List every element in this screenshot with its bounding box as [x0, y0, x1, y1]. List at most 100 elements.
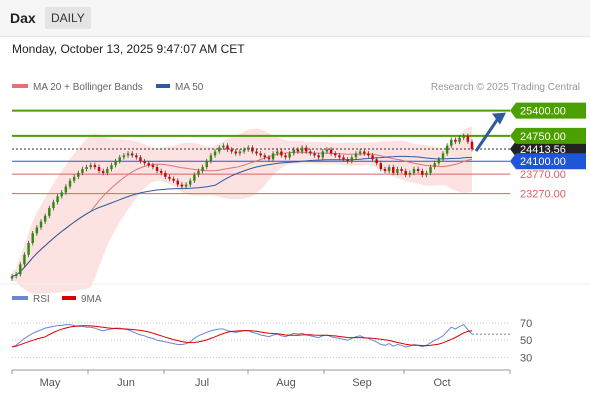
candle	[255, 151, 258, 154]
candle	[188, 180, 192, 185]
candle	[226, 145, 229, 150]
ma50-legend-label: MA 50	[175, 82, 204, 93]
candle	[172, 178, 175, 181]
candle	[164, 172, 167, 177]
candle	[412, 169, 416, 173]
candle	[408, 172, 412, 175]
x-axis-label: Sep	[352, 377, 372, 389]
candle	[205, 161, 209, 168]
candle	[317, 155, 320, 158]
candle	[259, 153, 262, 156]
candle	[441, 153, 445, 160]
candle	[81, 169, 84, 173]
header-bar: Dax DAILY	[0, 0, 590, 37]
candle	[462, 135, 465, 138]
timeframe-button[interactable]: DAILY	[45, 7, 91, 29]
candle	[251, 147, 254, 152]
candle	[284, 155, 287, 158]
candle	[242, 149, 246, 152]
candle	[60, 192, 63, 197]
candle	[10, 276, 14, 279]
candle	[305, 147, 308, 152]
candle	[230, 149, 233, 152]
candle	[288, 153, 291, 158]
candle	[371, 155, 374, 160]
candle	[27, 243, 30, 255]
candle	[470, 141, 474, 150]
rsi9-line	[11, 325, 473, 348]
candle	[329, 149, 333, 154]
candle	[56, 196, 59, 203]
timestamp: Monday, October 13, 2025 9:47:07 AM CET	[12, 42, 245, 56]
candle	[396, 169, 399, 173]
candle	[77, 172, 80, 177]
candle	[217, 147, 221, 152]
x-axis-label: May	[40, 377, 61, 389]
candle	[52, 202, 55, 208]
symbol-label: Dax	[10, 10, 36, 26]
candle	[110, 165, 113, 170]
candle	[321, 151, 325, 158]
rsi-legend-swatch	[12, 296, 28, 300]
candle	[458, 137, 461, 142]
candle	[39, 221, 43, 228]
candle	[238, 151, 242, 154]
candle	[234, 151, 238, 154]
candle	[48, 207, 51, 216]
candle	[143, 161, 146, 164]
candle	[85, 167, 88, 170]
candle	[155, 167, 159, 171]
candle	[184, 184, 188, 187]
candle	[168, 176, 171, 179]
candle	[93, 165, 97, 168]
candle	[392, 167, 395, 173]
candle	[213, 151, 217, 156]
candle	[466, 135, 470, 142]
candle	[433, 163, 436, 168]
candle	[354, 153, 358, 158]
candle	[338, 155, 341, 158]
candle	[106, 169, 109, 173]
ma20-legend-swatch	[12, 84, 28, 88]
candle	[280, 151, 283, 156]
rsi-tick-label: 50	[520, 335, 532, 347]
projection-arrow-shaft	[474, 117, 500, 152]
candle	[43, 215, 47, 222]
candle	[19, 264, 22, 275]
candle	[429, 167, 432, 173]
candle	[130, 153, 134, 156]
level-label-24413-56-box	[510, 141, 586, 158]
level-label-25400-00-box	[510, 102, 586, 119]
candle	[383, 169, 387, 171]
x-axis-label: Jul	[195, 377, 209, 389]
level-label-24100-00-box	[510, 153, 586, 170]
candle	[367, 153, 370, 156]
candle	[358, 151, 362, 154]
candle	[193, 174, 196, 181]
candle	[375, 159, 378, 164]
candle	[387, 167, 391, 171]
projection-arrow-head	[492, 112, 506, 125]
candle	[64, 186, 68, 193]
level-label-24413-56: 24413.56	[520, 144, 566, 156]
level-label-24750-00-box	[510, 127, 586, 144]
level-label-23770-00: 23770.00	[520, 169, 566, 181]
candle	[309, 151, 312, 154]
candle	[454, 139, 457, 142]
candle	[263, 155, 267, 158]
candle	[271, 153, 275, 160]
candle	[292, 149, 296, 154]
candle	[114, 161, 117, 166]
candle	[176, 180, 179, 185]
rsi9-legend-label: 9MA	[81, 294, 102, 305]
candle	[68, 180, 72, 187]
x-axis-label: Aug	[276, 377, 296, 389]
ma50-line	[11, 155, 473, 277]
rsi-tick-label: 70	[520, 318, 532, 330]
candle	[89, 165, 92, 168]
candle	[404, 170, 407, 175]
candle	[222, 145, 225, 148]
candle	[201, 167, 204, 171]
candle	[197, 170, 200, 175]
